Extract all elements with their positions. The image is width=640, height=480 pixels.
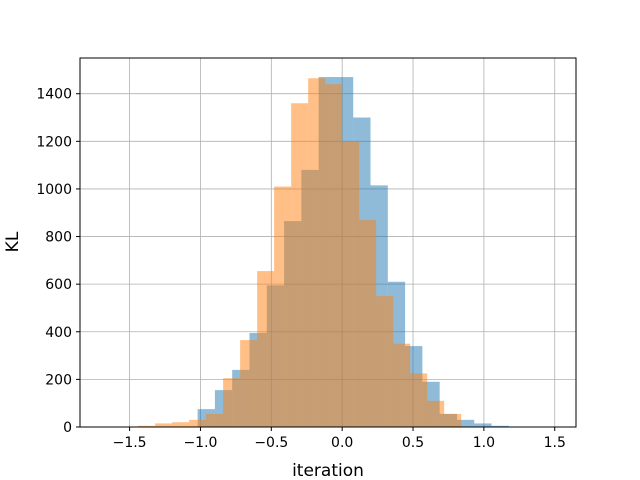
histogram-bar	[491, 425, 509, 427]
histogram-bar	[456, 419, 475, 427]
histogram-bar	[138, 425, 156, 427]
histogram-bar	[189, 419, 207, 427]
x-tick-label: 1.5	[544, 435, 566, 451]
histogram-bar	[240, 340, 258, 427]
histogram-bar	[393, 343, 411, 427]
y-tick-label: 0	[63, 420, 72, 436]
histogram-bar	[155, 423, 173, 427]
y-tick-label: 400	[45, 325, 72, 341]
y-tick-label: 600	[45, 277, 72, 293]
histogram-series-2	[138, 78, 462, 428]
histogram-bar	[444, 413, 462, 427]
x-axis-label: iteration	[292, 461, 364, 480]
histogram-bar	[359, 219, 377, 427]
y-axis-label: KL	[3, 231, 23, 252]
y-tick-label: 200	[45, 372, 72, 388]
x-tick-label: 0.0	[331, 435, 353, 451]
histogram-bar	[291, 103, 309, 427]
histogram-bar	[342, 141, 360, 428]
histogram-bars	[138, 77, 509, 428]
histogram-bar	[274, 186, 292, 427]
histogram-bar	[257, 271, 275, 427]
x-tick-label: 1.0	[473, 435, 495, 451]
histogram-bar	[410, 373, 428, 427]
histogram-bar	[308, 78, 326, 428]
axis-ticks: −1.5 −1.0 −0.5 0.0 0.5 1.0 1.5 0 200 400 600 800 100…	[36, 87, 566, 451]
histogram-bar	[325, 84, 343, 427]
histogram-bar	[172, 422, 190, 427]
x-tick-label: 0.5	[402, 435, 424, 451]
x-tick-label: −0.5	[254, 435, 288, 451]
histogram-bar	[376, 296, 394, 427]
y-tick-label: 1400	[36, 87, 72, 103]
histogram-bar	[474, 423, 492, 427]
y-tick-label: 800	[45, 230, 72, 246]
histogram-bar	[223, 378, 241, 427]
histogram-bar	[206, 413, 224, 427]
plot-frame	[79, 57, 577, 428]
y-tick-label: 1200	[36, 134, 72, 150]
y-tick-label: 1000	[36, 182, 72, 198]
x-tick-label: −1.0	[183, 435, 217, 451]
histogram-bar	[427, 400, 445, 427]
x-tick-label: −1.5	[113, 435, 147, 451]
